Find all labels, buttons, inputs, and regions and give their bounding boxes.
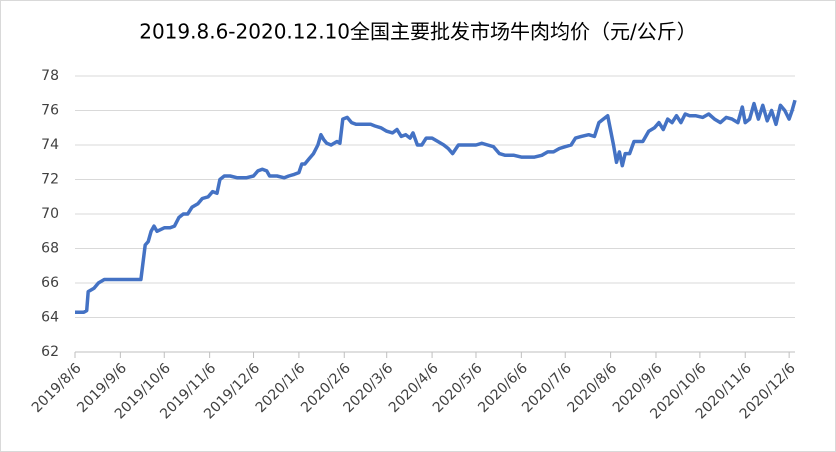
chart-title: 2019.8.6-2020.12.10全国主要批发市场牛肉均价（元/公斤） bbox=[139, 20, 697, 44]
y-tick-label: 62 bbox=[41, 344, 59, 360]
line bbox=[75, 99, 797, 315]
y-tick-label: 72 bbox=[41, 172, 59, 188]
y-tick-label: 68 bbox=[41, 241, 59, 257]
y-tick-label: 64 bbox=[41, 310, 59, 326]
y-tick-label: 78 bbox=[41, 68, 59, 84]
y-tick-label: 70 bbox=[41, 206, 59, 222]
y-tick-label: 74 bbox=[41, 137, 59, 153]
y-tick-label: 76 bbox=[41, 103, 59, 119]
y-tick-label: 66 bbox=[41, 275, 59, 291]
